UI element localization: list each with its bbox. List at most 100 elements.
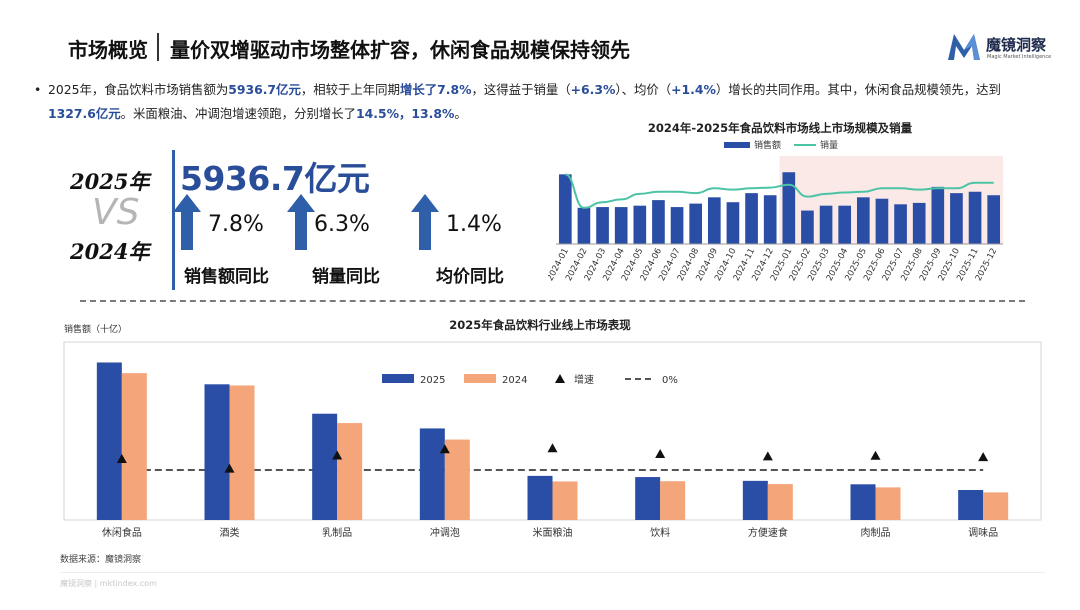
sales-bar xyxy=(950,193,963,244)
sales-bar xyxy=(745,193,758,244)
category-label: 休闲食品 xyxy=(102,526,142,539)
growth-marker xyxy=(655,448,666,458)
summary-highlight: +1.4% xyxy=(671,82,716,97)
kpi-price-label: 均价同比 xyxy=(436,267,504,287)
title-separator xyxy=(157,33,159,61)
summary-highlight: 14.5%，13.8% xyxy=(356,106,455,121)
legend-label-2024: 2024 xyxy=(502,375,527,386)
page-subtitle: 量价双增驱动市场整体扩容，休闲食品规模保持领先 xyxy=(170,38,630,62)
brand-name: 魔镜洞察 xyxy=(986,36,1047,54)
summary-text: 。 xyxy=(454,106,467,121)
legend-swatch-2024 xyxy=(464,374,496,383)
bullet-icon: • xyxy=(34,82,42,97)
sales-bar xyxy=(596,207,609,244)
bar-2025 xyxy=(96,362,122,520)
legend-label-growth: 增速 xyxy=(574,373,594,386)
bar-2025 xyxy=(312,413,338,520)
summary-text: ）增长的共同作用。其中，休闲食品规模领先，达到 xyxy=(715,82,1001,97)
bar-2025 xyxy=(204,384,230,520)
bar-2024 xyxy=(229,385,255,520)
category-label: 冲调泡 xyxy=(430,526,460,539)
sales-bar xyxy=(763,195,777,244)
growth-marker xyxy=(224,463,235,473)
year-current: 2025年 xyxy=(70,169,150,194)
category-label: 乳制品 xyxy=(322,526,352,539)
sales-bar xyxy=(968,191,982,244)
sales-bar xyxy=(856,197,870,244)
sales-bar xyxy=(801,210,814,244)
bar-2025 xyxy=(635,477,661,520)
sales-bar xyxy=(633,205,647,244)
page-title: 市场概览 xyxy=(68,38,148,62)
growth-marker xyxy=(978,452,989,462)
legend-label-2025: 2025 xyxy=(420,375,445,386)
bar-2024 xyxy=(875,487,901,520)
bar-2024 xyxy=(983,492,1009,520)
monthly-sales-chart: 销售额 销量2024-012024-022024-032024-042024-05… xyxy=(548,139,1003,283)
legend-label-sales: 销售额 xyxy=(754,139,781,151)
section-divider xyxy=(80,300,1025,302)
bar-2024 xyxy=(121,373,147,520)
category-label: 肉制品 xyxy=(861,526,891,539)
category-label: 方便速食 xyxy=(748,526,788,539)
sales-bar xyxy=(726,202,740,244)
legend-swatch-growth xyxy=(555,374,565,383)
sales-bar xyxy=(894,204,907,244)
volume-line xyxy=(564,173,994,209)
kpi-volume-pct: 6.3% xyxy=(314,212,370,237)
vs-label: VS xyxy=(92,192,140,233)
highlight-band xyxy=(779,156,1003,244)
growth-marker xyxy=(116,454,127,464)
summary-highlight: 增长了7.8% xyxy=(399,82,472,97)
growth-marker xyxy=(439,444,450,454)
chart2-title: 2025年食品饮料行业线上市场表现 xyxy=(449,318,631,332)
summary-text: ）、均价（ xyxy=(615,82,672,97)
category-label: 酒类 xyxy=(220,526,240,539)
growth-marker xyxy=(547,443,558,453)
category-label: 米面粮油 xyxy=(533,526,573,539)
sales-bar xyxy=(819,205,833,244)
up-arrow-icon xyxy=(173,194,201,250)
sales-bar xyxy=(689,203,703,244)
growth-marker xyxy=(332,450,343,460)
category-label: 调味品 xyxy=(968,527,998,539)
data-source: 数据来源：魔镜洞察 xyxy=(60,555,142,565)
kpi-sales-pct: 7.8% xyxy=(208,212,264,237)
up-arrow-icon xyxy=(411,194,439,250)
sales-bar xyxy=(614,207,628,244)
year-previous: 2024年 xyxy=(70,239,150,264)
bar-2025 xyxy=(527,475,553,520)
kpi-sales-label: 销售额同比 xyxy=(184,267,269,287)
summary-text: ，相较于上年同期 xyxy=(300,82,400,97)
legend-label-zero: 0% xyxy=(662,375,678,386)
sales-bar xyxy=(931,186,945,244)
bar-2025 xyxy=(419,428,445,520)
chart1-title: 2024年-2025年食品饮料市场线上市场规模及销量 xyxy=(647,121,913,135)
sales-bar xyxy=(838,205,852,244)
summary-text: 2025年，食品饮料市场销售额为 xyxy=(48,82,229,97)
category-performance-chart: 休闲食品 酒类 乳制品 冲调泡 米面粮油 饮料 方便速食 肉制品 调味品 2025 2024 增速 0% xyxy=(63,341,1042,539)
sales-bar xyxy=(875,198,889,244)
sales-bar xyxy=(707,197,721,244)
sales-bar xyxy=(577,207,591,244)
sales-bar xyxy=(782,172,796,244)
bar-2024 xyxy=(767,484,793,520)
bar-2024 xyxy=(660,481,686,520)
brand-logo-icon xyxy=(948,34,980,60)
summary-highlight: 5936.7亿元 xyxy=(228,82,301,97)
legend-label-volume: 销量 xyxy=(820,139,838,151)
bar-2025 xyxy=(742,480,768,520)
kpi-volume-label: 销量同比 xyxy=(312,267,380,287)
chart2-y-axis-label: 销售额（十亿） xyxy=(64,325,128,335)
legend-swatch-sales xyxy=(724,142,750,148)
brand-tagline: Magic Market Intelligence xyxy=(987,54,1052,60)
summary-text: ，这得益于销量（ xyxy=(471,82,571,97)
total-sales-value: 5936.7亿元 xyxy=(180,159,370,198)
category-label: 饮料 xyxy=(650,526,670,539)
sales-bar xyxy=(670,207,684,244)
sales-bar xyxy=(652,200,665,244)
summary-highlight: +6.3% xyxy=(570,82,616,97)
bar-2024 xyxy=(337,423,363,520)
growth-marker xyxy=(870,450,881,460)
summary-paragraph: • 2025年，食品饮料市场销售额为5936.7亿元，相较于上年同期增长了7.8… xyxy=(34,78,1023,126)
